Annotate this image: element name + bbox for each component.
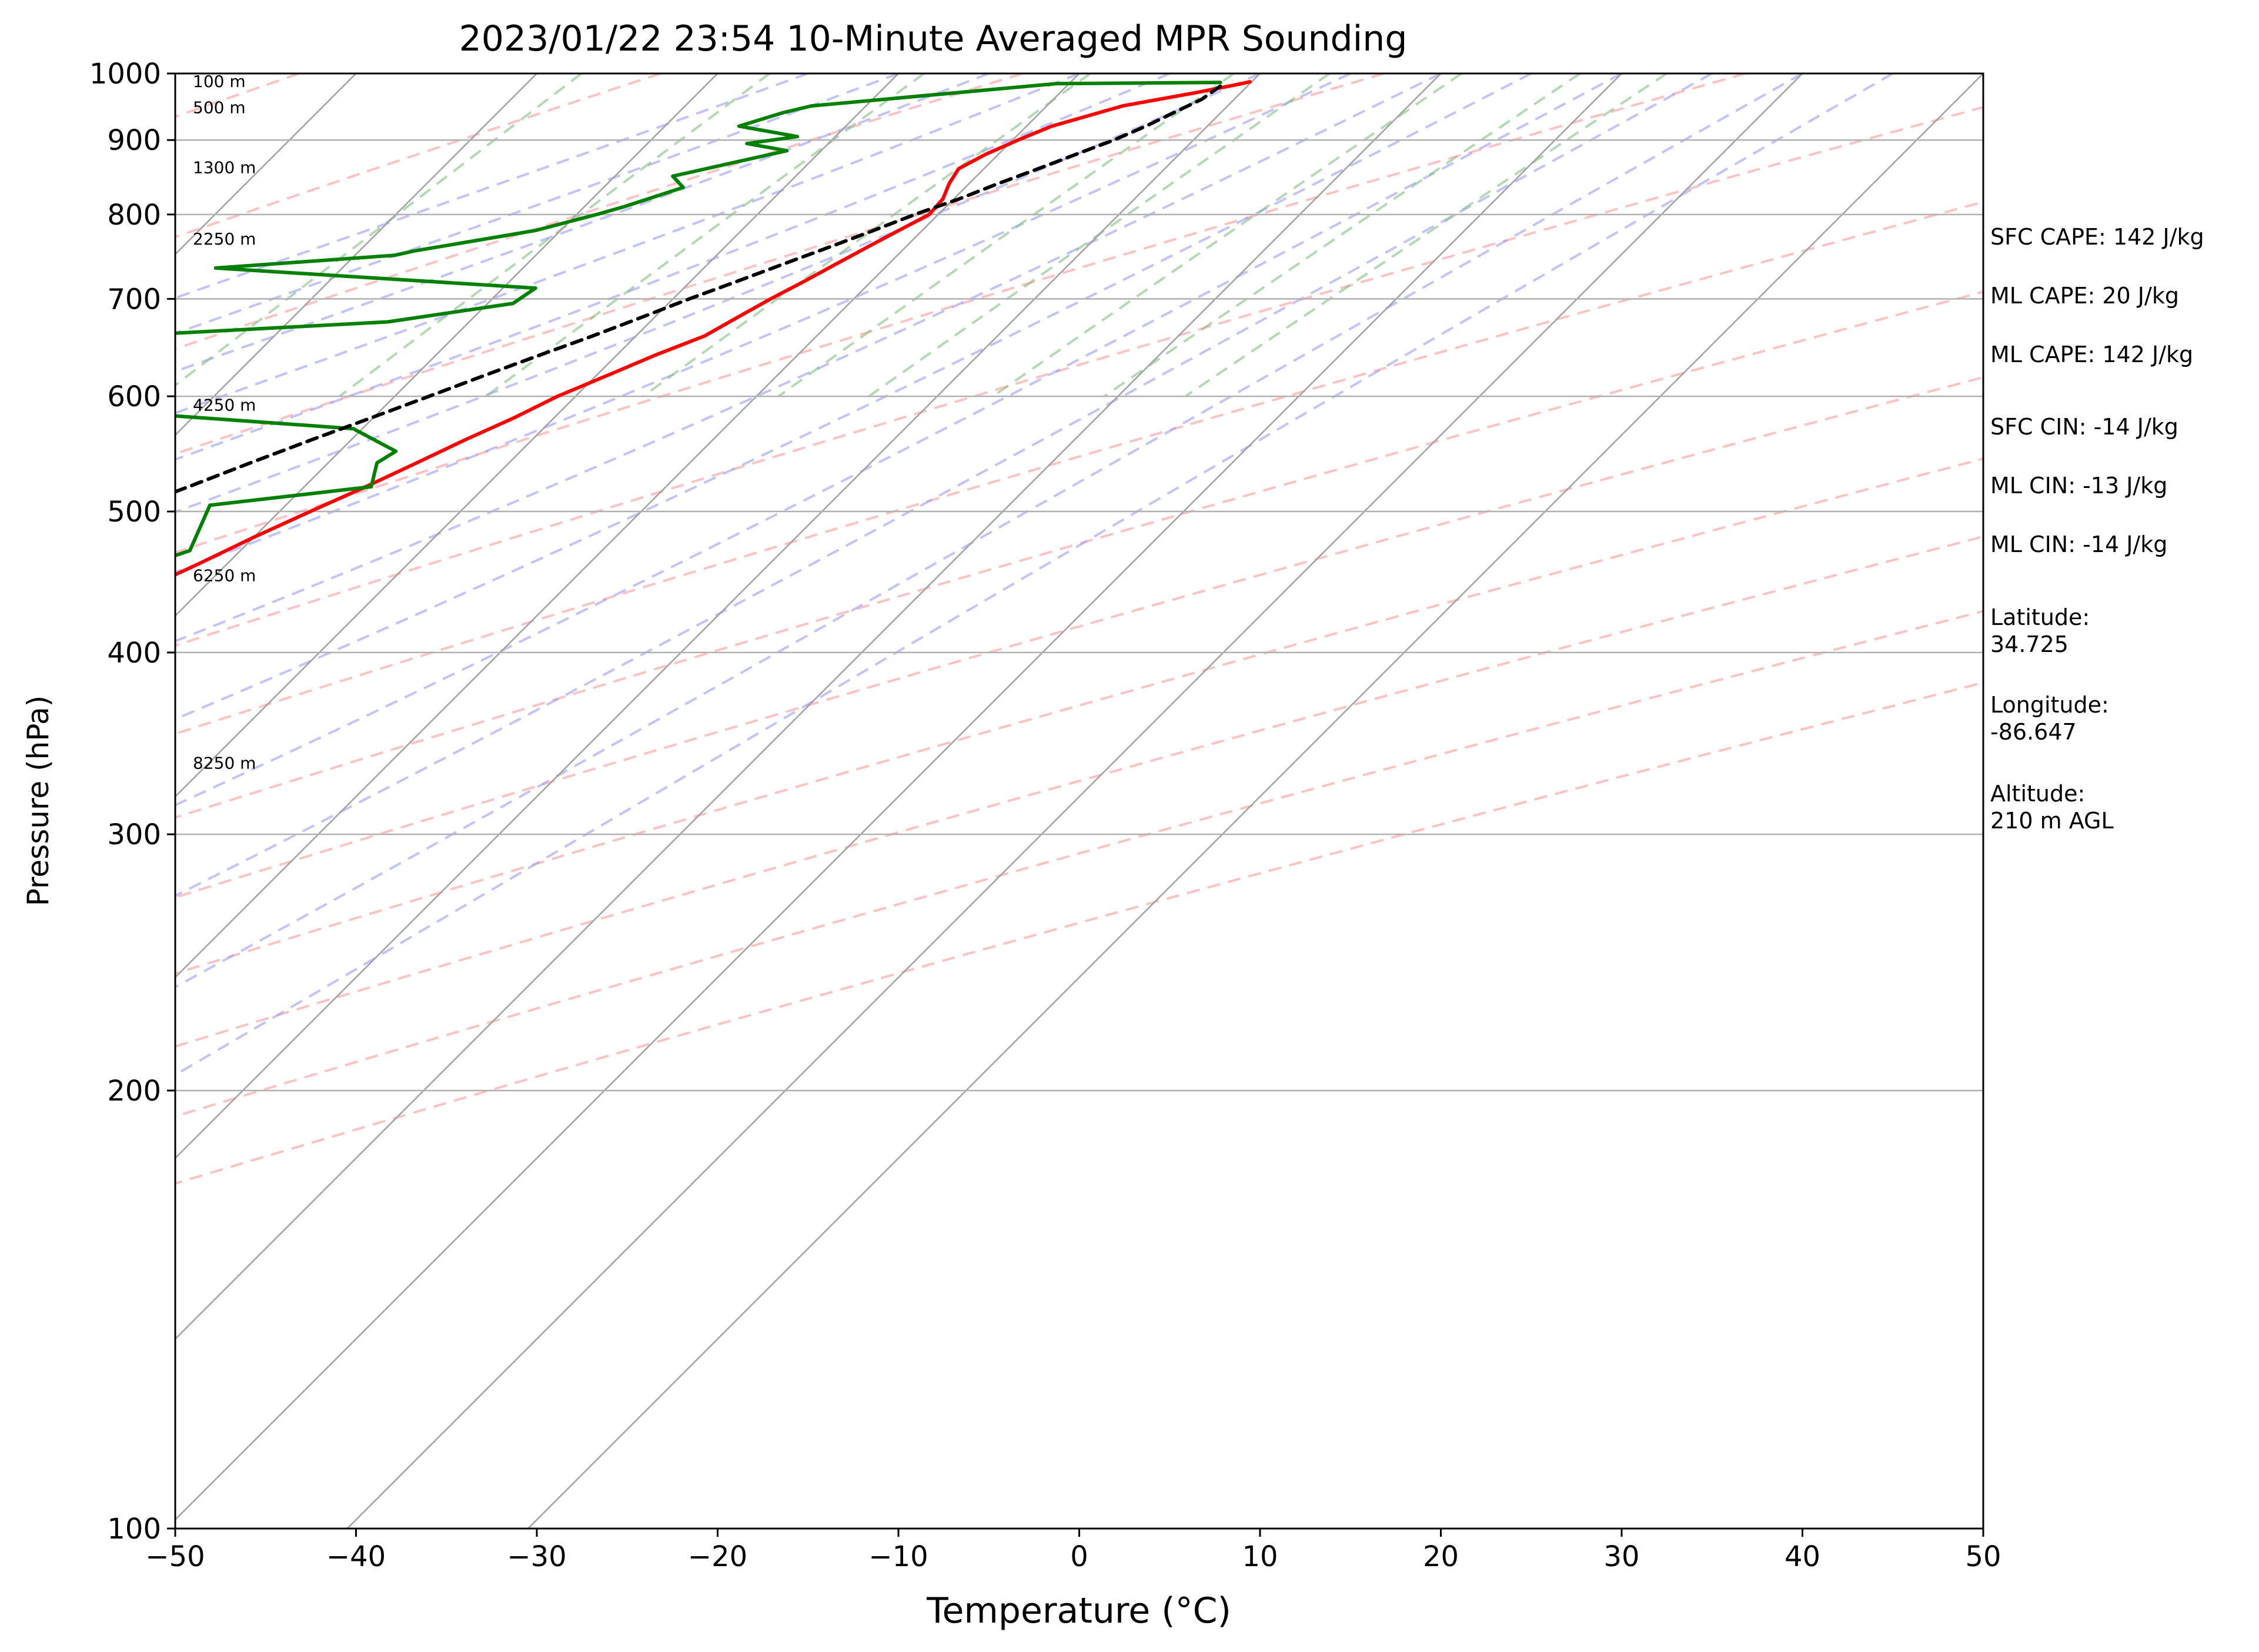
moist-adiabat-line <box>175 73 1532 721</box>
height-label: 100 m <box>193 72 246 91</box>
moist-adiabat-line <box>175 73 1442 643</box>
isotherm-line <box>527 73 1983 1529</box>
isotherm-line <box>175 73 1622 1521</box>
dry-adiabat-line <box>175 376 1983 899</box>
moist-adiabat-line <box>175 73 1894 1076</box>
sfc-cape-text: SFC CAPE: 142 J/kg <box>1990 224 2204 250</box>
dry-adiabat-line <box>175 290 1983 819</box>
x-tick-label: 20 <box>1423 1540 1459 1573</box>
dry-adiabat-line <box>175 73 1746 554</box>
mixing-ratio-line <box>1103 73 1581 397</box>
dry-adiabat-line <box>175 73 1023 350</box>
ml-cape-text: ML CAPE: 20 J/kg <box>1990 283 2179 309</box>
x-tick-label: 0 <box>1070 1540 1088 1573</box>
x-tick-label: 40 <box>1785 1540 1820 1573</box>
altitude-label: Altitude: <box>1990 781 2086 807</box>
moist-adiabat-line <box>175 73 1803 989</box>
longitude-label: Longitude: <box>1990 692 2109 718</box>
height-label: 1300 m <box>193 158 256 178</box>
x-axis-label: Temperature (°C) <box>926 1590 1231 1631</box>
y-axis-ticks: 100 200 300 400 500 600 700 800 900 1000 <box>89 58 175 1546</box>
dry-adiabat-line <box>175 681 1983 1185</box>
dry-adiabat-line <box>175 535 1983 1048</box>
y-tick-label: 100 <box>107 1513 161 1546</box>
dewpoint-line <box>175 81 1222 558</box>
moist-adiabat-line <box>175 73 1171 461</box>
dry-adiabat-line <box>175 73 1385 456</box>
y-tick-label: 600 <box>107 380 161 413</box>
background-lines <box>175 73 1983 1185</box>
sfc-cin-text: SFC CIN: -14 J/kg <box>1990 414 2178 440</box>
longitude-value: -86.647 <box>1990 719 2077 745</box>
dry-adiabat-line <box>175 200 1983 735</box>
isotherm-line <box>346 73 1803 1529</box>
y-tick-label: 900 <box>107 124 161 157</box>
dry-adiabat-line <box>175 457 1983 975</box>
mixing-ratio-line <box>992 73 1462 397</box>
altitude-value: 210 m AGL <box>1990 808 2114 834</box>
x-tick-label: −50 <box>145 1540 205 1573</box>
latitude-value: 34.725 <box>1990 631 2068 657</box>
chart-title: 2023/01/22 23:54 10-Minute Averaged MPR … <box>459 18 1408 59</box>
ml-cape-text-2: ML CAPE: 142 J/kg <box>1990 342 2194 367</box>
dry-adiabat-line <box>175 73 661 239</box>
x-tick-label: −10 <box>868 1540 928 1573</box>
ml-cin-text-2: ML CIN: -14 J/kg <box>1990 531 2168 557</box>
x-tick-label: −40 <box>326 1540 386 1573</box>
isotherm-line <box>175 73 899 798</box>
info-panel: SFC CAPE: 142 J/kg ML CAPE: 20 J/kg ML C… <box>1990 0 2249 882</box>
ml-cin-text: ML CIN: -13 J/kg <box>1990 473 2168 499</box>
y-axis-label: Pressure (hPa) <box>21 695 55 907</box>
y-tick-label: 800 <box>107 199 161 232</box>
isotherm-line <box>175 73 537 436</box>
isotherm-line <box>175 73 1261 1159</box>
isotherm-line <box>175 73 1080 979</box>
mixing-ratio-line <box>1185 73 1667 397</box>
height-label: 2250 m <box>193 229 256 249</box>
height-label: 8250 m <box>193 753 256 773</box>
y-tick-label: 700 <box>107 283 161 316</box>
x-tick-label: 10 <box>1242 1540 1278 1573</box>
sounding-traces <box>175 80 1252 577</box>
height-label: 500 m <box>193 98 246 117</box>
temperature-line <box>175 80 1252 577</box>
height-label: 6250 m <box>193 566 256 586</box>
dry-adiabat-line <box>175 610 1983 1118</box>
height-label: 4250 m <box>193 396 256 415</box>
y-tick-label: 1000 <box>89 58 161 91</box>
dry-adiabat-line <box>175 106 1983 647</box>
y-tick-label: 400 <box>107 637 161 670</box>
x-tick-label: −30 <box>507 1540 566 1573</box>
moist-adiabat-line <box>175 73 1622 807</box>
x-axis-ticks: −50 −40 −30 −20 −10 0 10 20 30 40 50 <box>145 1529 2001 1573</box>
y-tick-label: 300 <box>107 818 161 851</box>
height-labels: 100 m 500 m 1300 m 2250 m 4250 m 6250 m 8250 m <box>193 72 256 773</box>
grid-lines <box>175 73 1983 1529</box>
moist-adiabat-line <box>175 73 899 335</box>
x-tick-label: −20 <box>688 1540 747 1573</box>
isotherm-line <box>175 73 1442 1340</box>
y-tick-label: 500 <box>107 496 161 529</box>
x-tick-label: 30 <box>1603 1540 1639 1573</box>
mixing-ratio-line <box>175 73 583 387</box>
moist-adiabat-line <box>175 73 808 299</box>
parcel-line <box>175 84 1222 494</box>
isotherm-line <box>175 73 719 617</box>
x-tick-label: 50 <box>1965 1540 2001 1573</box>
moist-adiabat-line <box>175 73 1080 414</box>
moist-adiabat-line <box>175 73 1713 898</box>
latitude-label: Latitude: <box>1990 604 2090 630</box>
plot-frame <box>174 72 1984 1530</box>
mixing-ratio-line <box>868 73 1331 397</box>
mixing-ratio-line <box>642 73 1091 397</box>
moist-adiabat-line <box>175 73 1351 574</box>
y-tick-label: 200 <box>107 1075 161 1108</box>
